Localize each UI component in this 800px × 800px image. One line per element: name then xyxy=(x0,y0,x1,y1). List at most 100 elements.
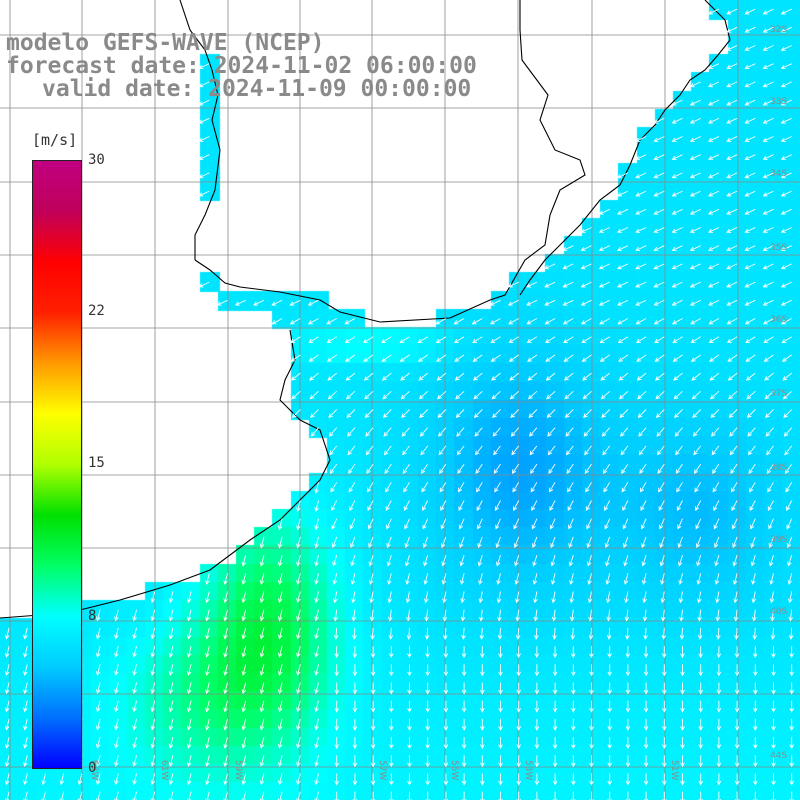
wind-arrow xyxy=(653,154,665,161)
wind-arrow xyxy=(407,682,412,695)
wind-arrow xyxy=(478,591,484,604)
wind-arrow xyxy=(508,318,519,325)
wind-arrow xyxy=(442,609,448,622)
wind-arrow xyxy=(492,427,501,437)
wind-arrow xyxy=(680,646,685,659)
wind-arrow xyxy=(477,518,483,530)
wind-arrow xyxy=(698,664,703,677)
wind-arrow xyxy=(643,755,649,768)
wind-arrow xyxy=(673,372,683,381)
wind-arrow xyxy=(599,318,610,325)
wind-arrow xyxy=(259,736,265,749)
wind-arrow xyxy=(698,755,703,768)
wind-arrow xyxy=(569,591,575,604)
wind-arrow xyxy=(635,245,647,252)
wind-arrow xyxy=(516,737,521,750)
wind-arrow xyxy=(205,736,210,749)
lat-label-38S: 38S xyxy=(770,463,787,473)
wind-arrow xyxy=(477,554,483,567)
wind-arrow xyxy=(580,299,592,306)
wind-arrow xyxy=(689,227,701,233)
wind-arrow xyxy=(715,591,720,604)
wind-arrow xyxy=(671,281,683,288)
wind-arrow xyxy=(277,573,283,585)
wind-arrow xyxy=(511,463,520,474)
wind-arrow xyxy=(352,773,358,786)
wind-arrow xyxy=(443,737,449,750)
wind-arrow xyxy=(369,591,374,604)
wind-arrow xyxy=(331,518,338,530)
wind-arrow xyxy=(689,281,701,288)
wind-arrow xyxy=(549,500,556,512)
wind-arrow xyxy=(602,463,611,474)
wind-arrow xyxy=(617,172,629,179)
wind-arrow xyxy=(599,354,610,362)
wind-arrow xyxy=(198,154,210,161)
wind-arrow xyxy=(59,791,65,800)
wind-arrow xyxy=(708,227,720,233)
wind-arrow xyxy=(407,700,412,713)
wind-arrow xyxy=(600,372,610,381)
wind-arrow xyxy=(389,737,394,750)
wind-arrow xyxy=(716,664,722,677)
wind-arrow xyxy=(407,646,412,659)
wind-arrow xyxy=(598,281,610,288)
wind-arrow xyxy=(422,536,429,549)
wind-arrow xyxy=(749,482,756,493)
wind-arrow xyxy=(617,299,629,306)
wind-arrow xyxy=(198,63,210,70)
wind-arrow xyxy=(659,536,665,549)
wind-arrow xyxy=(497,627,503,640)
wind-arrow xyxy=(498,646,503,659)
wind-arrow xyxy=(653,299,665,306)
wind-arrow xyxy=(526,318,538,325)
wind-arrow xyxy=(479,646,485,659)
wind-arrow xyxy=(662,737,667,750)
wind-arrow xyxy=(407,664,412,677)
wind-arrow xyxy=(680,791,685,800)
wind-arrow xyxy=(771,755,776,768)
wind-arrow xyxy=(296,500,301,513)
wind-arrow xyxy=(661,646,667,659)
wind-arrow xyxy=(234,299,246,306)
wind-arrow xyxy=(787,591,793,604)
wind-arrow xyxy=(762,172,774,179)
wind-arrow xyxy=(552,755,558,768)
wind-arrow xyxy=(515,609,520,622)
wind-arrow xyxy=(532,554,538,567)
wind-arrow xyxy=(345,372,356,381)
wind-arrow xyxy=(23,664,28,676)
wind-arrow xyxy=(150,591,156,604)
wind-arrow xyxy=(296,645,301,658)
wind-arrow xyxy=(532,573,538,585)
wind-arrow xyxy=(680,755,685,768)
wind-arrow xyxy=(623,573,629,585)
wind-arrow xyxy=(672,354,683,362)
wind-arrow xyxy=(698,737,703,750)
wind-arrow xyxy=(544,263,556,270)
wind-arrow xyxy=(625,773,631,786)
wind-arrow xyxy=(457,463,465,474)
wind-arrow xyxy=(132,682,137,695)
wind-arrow xyxy=(689,263,701,270)
wind-arrow xyxy=(150,736,156,749)
wind-arrow xyxy=(314,627,319,640)
wind-arrow xyxy=(746,390,756,400)
wind-arrow xyxy=(692,427,702,437)
wind-arrow xyxy=(625,718,631,731)
wind-arrow xyxy=(150,682,156,695)
wind-arrow xyxy=(460,591,465,604)
wind-arrow xyxy=(671,99,683,106)
wind-arrow xyxy=(223,700,228,713)
wind-arrow xyxy=(404,536,410,549)
wind-arrow xyxy=(582,390,592,400)
wind-arrow xyxy=(696,591,702,604)
wind-arrow xyxy=(438,427,447,437)
wind-arrow xyxy=(389,773,394,786)
wind-arrow xyxy=(399,336,410,343)
wind-arrow xyxy=(689,81,701,88)
wind-arrow xyxy=(544,318,556,325)
wind-arrow xyxy=(662,700,667,713)
wind-arrow xyxy=(296,518,301,531)
wind-arrow xyxy=(386,554,392,567)
